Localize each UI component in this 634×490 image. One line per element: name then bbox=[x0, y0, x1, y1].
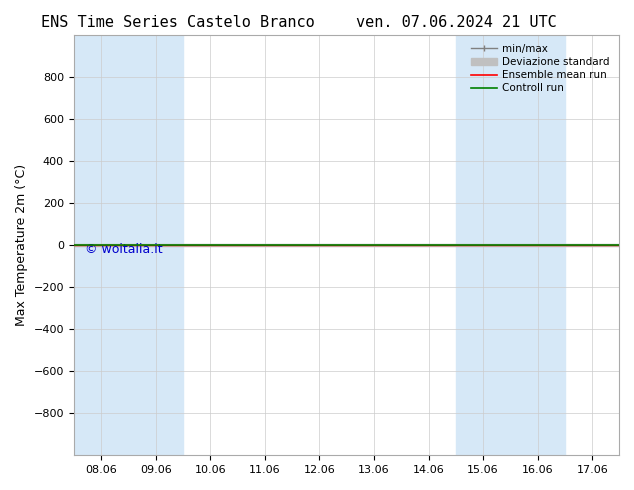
Legend: min/max, Deviazione standard, Ensemble mean run, Controll run: min/max, Deviazione standard, Ensemble m… bbox=[467, 40, 614, 98]
Text: ENS Time Series Castelo Branco: ENS Time Series Castelo Branco bbox=[41, 15, 314, 30]
Text: ven. 07.06.2024 21 UTC: ven. 07.06.2024 21 UTC bbox=[356, 15, 557, 30]
Bar bbox=[74, 35, 183, 455]
Text: © woitalia.it: © woitalia.it bbox=[85, 243, 162, 256]
Bar bbox=[456, 35, 565, 455]
Y-axis label: Max Temperature 2m (°C): Max Temperature 2m (°C) bbox=[15, 164, 28, 326]
